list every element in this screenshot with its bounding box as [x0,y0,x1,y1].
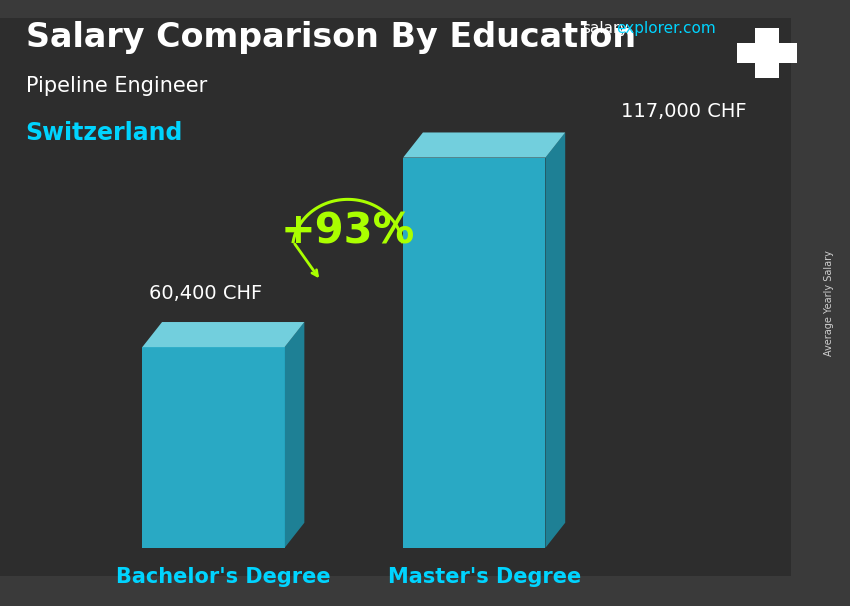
Text: 60,400 CHF: 60,400 CHF [149,284,262,302]
Polygon shape [403,133,565,158]
Text: Master's Degree: Master's Degree [388,567,581,587]
Text: Bachelor's Degree: Bachelor's Degree [116,567,331,587]
Text: Average Yearly Salary: Average Yearly Salary [824,250,834,356]
Text: Salary Comparison By Education: Salary Comparison By Education [26,21,636,54]
Text: explorer.com: explorer.com [616,21,716,36]
Text: 117,000 CHF: 117,000 CHF [620,102,746,121]
Polygon shape [142,322,304,347]
Text: +93%: +93% [280,211,415,253]
Polygon shape [285,322,304,548]
Polygon shape [546,133,565,548]
Polygon shape [737,28,797,78]
Text: Pipeline Engineer: Pipeline Engineer [26,76,207,96]
Text: Switzerland: Switzerland [26,121,183,145]
Text: salary: salary [582,21,629,36]
Polygon shape [403,158,546,548]
Polygon shape [142,347,285,548]
